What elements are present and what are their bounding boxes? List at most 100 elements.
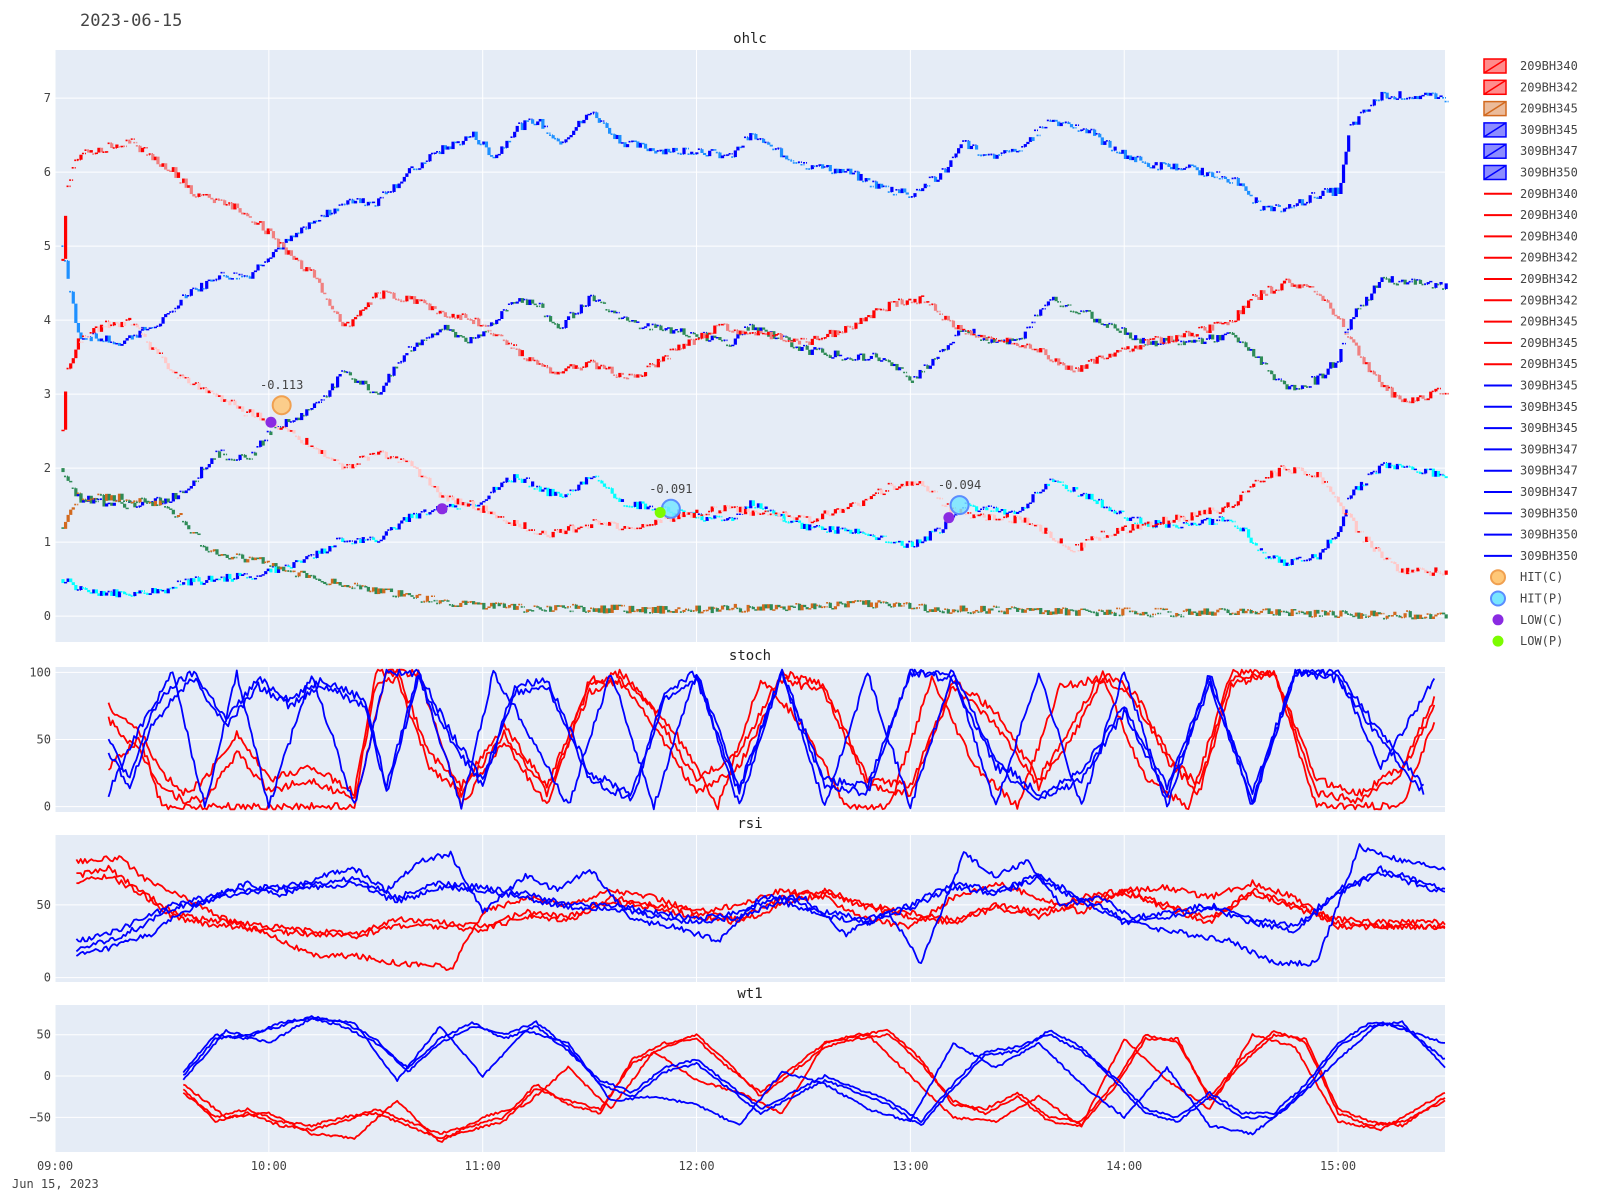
ohlc-bar-309BH350 xyxy=(1359,481,1364,491)
ohlc-bar-209BH342 xyxy=(1205,509,1210,515)
ohlc-bar-309BH347 xyxy=(125,507,129,510)
ohlc-bar-209BH345 xyxy=(338,582,342,586)
ohlc-bar-209BH342 xyxy=(695,509,699,514)
legend-item[interactable]: 309BH345 xyxy=(1483,122,1578,138)
ohlc-bar-309BH350 xyxy=(228,573,232,580)
ohlc-bar-209BH345 xyxy=(1113,612,1117,617)
legend-item[interactable]: 209BH342 xyxy=(1484,272,1578,286)
ohlc-bar-309BH347 xyxy=(395,366,399,369)
ohlc-bar-309BH347 xyxy=(361,380,365,385)
ohlc-bar-309BH345 xyxy=(1395,98,1400,100)
ohlc-bar-209BH345 xyxy=(241,554,245,559)
ohlc-bar-209BH342 xyxy=(361,455,365,458)
legend-item[interactable]: 209BH340 xyxy=(1484,229,1578,243)
ohlc-bar-209BH340 xyxy=(205,193,209,196)
legend-item[interactable]: 309BH345 xyxy=(1484,379,1578,393)
ohlc-bar-209BH345 xyxy=(613,604,617,610)
legend-item[interactable]: LOW(C) xyxy=(1492,613,1564,627)
ohlc-bar-209BH345 xyxy=(153,500,157,507)
ohlc-bar-209BH342 xyxy=(641,524,645,528)
ohlc-bar-209BH342 xyxy=(818,518,822,520)
ohlc-bar-309BH347 xyxy=(377,393,381,395)
rsi-ytick-label: 0 xyxy=(44,971,51,985)
ohlc-bar-309BH350 xyxy=(235,572,240,579)
legend-item[interactable]: HIT(P) xyxy=(1490,590,1563,607)
legend-item[interactable]: 309BH347 xyxy=(1484,442,1578,456)
ohlc-bar-209BH340 xyxy=(774,334,779,336)
legend-item[interactable]: 209BH342 xyxy=(1484,293,1578,307)
ohlc-bar-309BH347 xyxy=(171,492,175,502)
ohlc-bar-209BH345 xyxy=(561,605,566,608)
ohlc-bar-309BH345 xyxy=(1382,91,1387,94)
ohlc-bar-309BH345 xyxy=(643,143,648,149)
legend-label: 309BH350 xyxy=(1520,549,1578,563)
ohlc-bar-309BH347 xyxy=(456,335,460,338)
ohlc-bar-209BH340 xyxy=(556,371,560,375)
ohlc-bar-209BH345 xyxy=(441,600,445,602)
ohlc-bar-309BH350 xyxy=(1311,554,1315,559)
legend-item[interactable]: 209BH340 xyxy=(1484,187,1578,201)
ohlc-bar-309BH345 xyxy=(1159,162,1163,170)
legend-item[interactable]: 209BH345 xyxy=(1484,315,1578,329)
legend-item[interactable]: 309BH350 xyxy=(1484,528,1578,542)
legend-item[interactable]: 309BH350 xyxy=(1483,164,1578,181)
ohlc-bar-209BH345 xyxy=(261,557,265,564)
ohlc-bar-209BH340 xyxy=(346,321,350,324)
ohlc-bar-309BH345 xyxy=(125,338,129,341)
ohlc-bar-209BH345 xyxy=(874,602,879,608)
ohlc-bar-209BH345 xyxy=(143,498,147,503)
legend-item[interactable]: 309BH345 xyxy=(1484,421,1578,435)
legend-item[interactable]: 209BH342 xyxy=(1484,251,1578,265)
legend-item[interactable]: 309BH347 xyxy=(1483,143,1578,159)
ohlc-bar-209BH345 xyxy=(790,605,794,608)
ohlc-bar-209BH345 xyxy=(1367,615,1371,618)
ohlc-bar-209BH340 xyxy=(790,340,794,343)
ohlc-bar-209BH342 xyxy=(787,515,791,517)
legend-item[interactable]: 309BH350 xyxy=(1484,549,1578,563)
legend-item[interactable]: 209BH340 xyxy=(1483,58,1578,74)
legend-item[interactable]: 209BH340 xyxy=(1484,208,1578,222)
ohlc-bar-209BH345 xyxy=(1259,610,1264,613)
legend-item[interactable]: 309BH345 xyxy=(1484,400,1578,414)
legend-item[interactable]: 309BH350 xyxy=(1484,506,1578,520)
ohlc-bar-209BH342 xyxy=(74,349,78,359)
ohlc-bar-309BH347 xyxy=(335,376,340,388)
ohlc-bar-209BH340 xyxy=(1236,310,1240,321)
ohlc-bar-209BH340 xyxy=(536,360,540,365)
ohlc-bar-309BH347 xyxy=(833,350,838,358)
ohlc-bar-209BH345 xyxy=(531,610,535,612)
ohlc-bar-309BH350 xyxy=(998,510,1002,513)
ohlc-bar-209BH342 xyxy=(1367,536,1371,541)
ohlc-bar-209BH345 xyxy=(659,605,663,614)
ohlc-bar-309BH347 xyxy=(212,458,217,460)
ohlc-bar-309BH347 xyxy=(1054,296,1058,302)
ohlc-bar-209BH345 xyxy=(384,588,388,591)
ohlc-bar-309BH350 xyxy=(854,528,858,534)
legend-item[interactable]: 209BH342 xyxy=(1483,79,1578,96)
ohlc-bar-209BH340 xyxy=(230,203,234,210)
ohlc-bar-309BH350 xyxy=(813,526,817,528)
legend-item[interactable]: 309BH347 xyxy=(1484,464,1578,478)
ohlc-bar-309BH350 xyxy=(915,539,920,547)
ohlc-bar-209BH340 xyxy=(456,314,460,319)
ohlc-bar-209BH342 xyxy=(538,533,542,535)
ohlc-bar-209BH340 xyxy=(1282,280,1287,284)
legend-item[interactable]: 209BH345 xyxy=(1483,100,1578,117)
ohlc-bar-309BH350 xyxy=(315,550,319,559)
ohlc-bar-309BH347 xyxy=(1090,311,1094,319)
legend-item[interactable]: HIT(C) xyxy=(1490,569,1563,586)
legend-item[interactable]: LOW(P) xyxy=(1492,634,1564,648)
ohlc-bar-209BH345 xyxy=(482,602,486,610)
ohlc-bar-209BH342 xyxy=(572,525,576,533)
ohlc-bar-209BH342 xyxy=(451,496,455,501)
legend-item[interactable]: 309BH347 xyxy=(1484,485,1578,499)
ohlc-bar-209BH340 xyxy=(189,185,193,195)
legend-item[interactable]: 209BH345 xyxy=(1484,357,1578,371)
ohlc-bar-309BH347 xyxy=(338,374,342,377)
ohlc-bar-309BH347 xyxy=(897,367,902,371)
legend-item[interactable]: 209BH345 xyxy=(1484,336,1578,350)
ohlc-bar-209BH345 xyxy=(1087,610,1092,612)
ohlc-bar-209BH345 xyxy=(341,585,345,587)
ohlc-bar-309BH345 xyxy=(618,134,622,144)
ohlc-bar-209BH340 xyxy=(1167,335,1171,344)
